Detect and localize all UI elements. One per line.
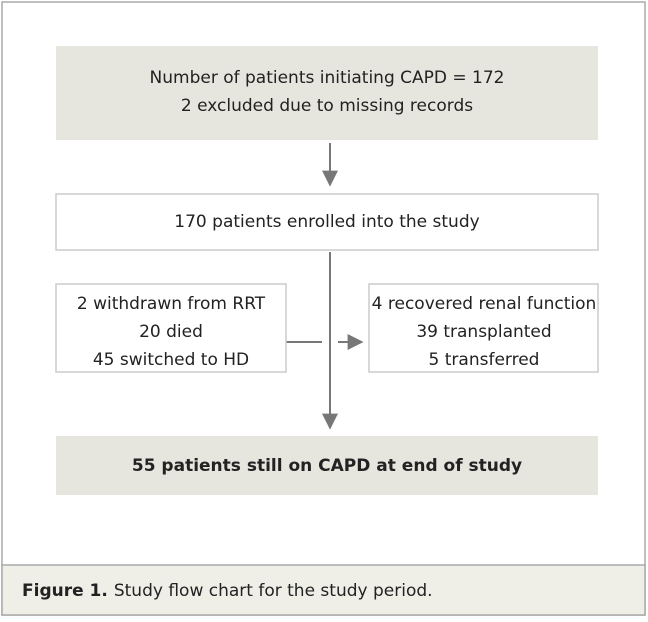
box-text: 45 switched to HD bbox=[93, 350, 249, 370]
box-text: 55 patients still on CAPD at end of stud… bbox=[132, 456, 522, 476]
box-right bbox=[368, 283, 599, 373]
box-text: 5 transferred bbox=[429, 350, 540, 370]
box-initiating bbox=[56, 46, 598, 140]
box-text: 20 died bbox=[139, 322, 203, 342]
caption-label: Figure 1. bbox=[22, 581, 108, 601]
box-enrolled bbox=[55, 193, 599, 251]
caption: Figure 1. Study flow chart for the study … bbox=[22, 581, 433, 601]
box-text: 170 patients enrolled into the study bbox=[174, 212, 479, 232]
box-left bbox=[55, 283, 287, 373]
box-final bbox=[56, 436, 598, 495]
box-text: 2 excluded due to missing records bbox=[181, 96, 473, 116]
box-text: 2 withdrawn from RRT bbox=[77, 294, 266, 314]
caption-text: Study flow chart for the study period. bbox=[114, 581, 433, 601]
box-text: Number of patients initiating CAPD = 172 bbox=[150, 68, 505, 88]
box-text: 4 recovered renal function bbox=[372, 294, 597, 314]
box-text: 39 transplanted bbox=[416, 322, 551, 342]
caption-area bbox=[1, 564, 646, 616]
